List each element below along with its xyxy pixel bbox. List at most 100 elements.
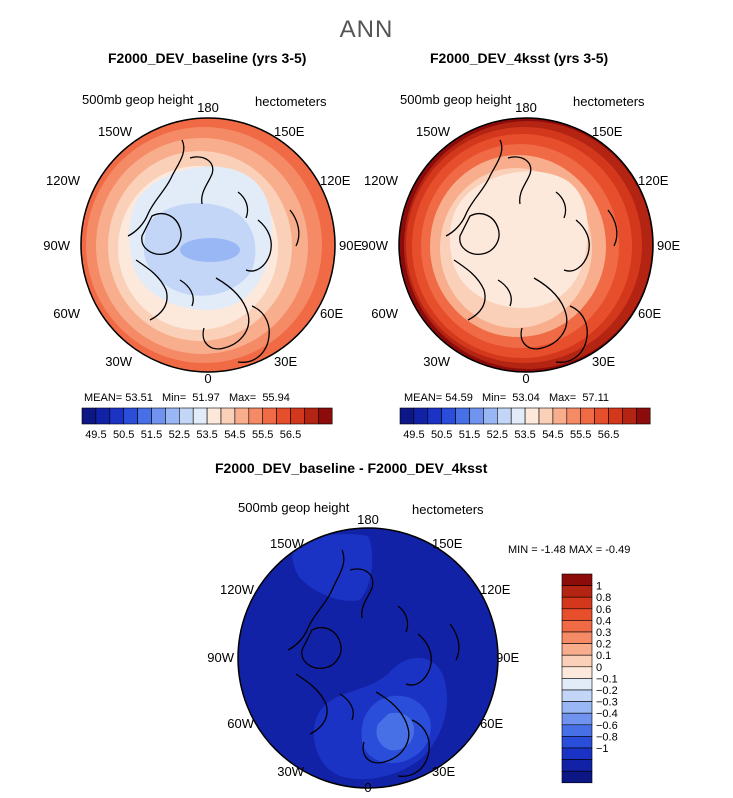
- lon-label-90w: 90W: [207, 650, 234, 665]
- colorbar-cell: [318, 407, 333, 425]
- panel1-colorbar: 49.5 50.5 51.5 52.5 53.5 54.5 55.5 56.5: [81, 407, 333, 440]
- colorbar-cell: [561, 585, 593, 598]
- tick: 1: [596, 581, 602, 593]
- tick: −0.4: [596, 708, 618, 720]
- lon-label-60e: 60E: [480, 716, 503, 731]
- tick: 51.5: [141, 429, 162, 440]
- colorbar-cell: [109, 407, 124, 425]
- diff-stats: MIN = -1.48 MAX = -0.49: [508, 544, 631, 556]
- panel2-colorbar-ticks: 49.5 50.5 51.5 52.5 53.5 54.5 55.5 56.5: [403, 429, 619, 440]
- diff-units-label: hectometers: [412, 502, 484, 517]
- tick: 52.5: [169, 429, 190, 440]
- diff-coastlines: [287, 549, 460, 777]
- panel1-map-border: [80, 117, 336, 373]
- lon-label-90e: 90E: [657, 238, 680, 253]
- lon-label-60e: 60E: [638, 306, 661, 321]
- panel2-coastlines: [445, 139, 618, 363]
- tick: −0.6: [596, 720, 618, 732]
- tick: −0.8: [596, 731, 618, 743]
- lon-label-120w: 120W: [46, 173, 81, 188]
- diff-contour-fill: [238, 528, 498, 788]
- colorbar-cell: [262, 407, 277, 425]
- lon-label-150e: 150E: [592, 124, 623, 139]
- colorbar-cell: [179, 407, 194, 425]
- tick: 49.5: [85, 429, 106, 440]
- colorbar-cell: [561, 643, 593, 656]
- panel2-stats: MEAN= 54.59 Min= 53.04 Max= 57.11: [404, 392, 610, 404]
- colorbar-cell: [561, 724, 593, 737]
- lon-label-60w: 60W: [53, 306, 80, 321]
- colorbar-cell: [561, 759, 593, 772]
- panel2-colorbar-cells: [399, 407, 651, 425]
- colorbar-cell: [510, 407, 526, 425]
- figure-title: ANN: [339, 16, 394, 43]
- panel2-contour-fill: [399, 118, 653, 372]
- lon-label-150e: 150E: [432, 536, 463, 551]
- diff-colorbar: 1 0.8 0.6 0.4 0.3 0.2 0.1 0 −0.1 −0.2 −0…: [561, 573, 618, 784]
- panel1-variable-label: 500mb geop height: [82, 92, 194, 107]
- tick: 50.5: [431, 429, 452, 440]
- diff-variable-label: 500mb geop height: [238, 500, 350, 515]
- lon-label-30e: 30E: [592, 354, 615, 369]
- lon-label-0: 0: [364, 780, 371, 795]
- tick: 55.5: [570, 429, 591, 440]
- colorbar-cell: [95, 407, 111, 425]
- tick: 0.1: [596, 650, 611, 662]
- colorbar-cell: [561, 608, 593, 621]
- tick: 56.5: [598, 429, 619, 440]
- tick: 0: [596, 662, 602, 674]
- lon-label-60w: 60W: [227, 716, 254, 731]
- lon-label-180: 180: [357, 514, 379, 527]
- lon-label-90e: 90E: [496, 650, 519, 665]
- diff-colorbar-cells: [561, 573, 593, 784]
- lon-label-120e: 120E: [320, 173, 351, 188]
- tick: 0.3: [596, 627, 611, 639]
- panel1-polar-map: 180 150W 150E 120W 120E 90W 90E 60W 60E …: [43, 100, 362, 386]
- colorbar-cell: [455, 407, 470, 425]
- tick: 52.5: [487, 429, 508, 440]
- colorbar-cell: [276, 407, 291, 425]
- tick: 54.5: [224, 429, 245, 440]
- diff-colorbar-ticks: 1 0.8 0.6 0.4 0.3 0.2 0.1 0 −0.1 −0.2 −0…: [596, 581, 618, 755]
- tick: 51.5: [459, 429, 480, 440]
- panel1-units-label: hectometers: [255, 94, 327, 109]
- colorbar-cell: [561, 701, 593, 714]
- colorbar-cell: [497, 407, 512, 425]
- lon-label-30w: 30W: [423, 354, 450, 369]
- colorbar-cell: [192, 407, 208, 425]
- tick: −1: [596, 743, 609, 755]
- lon-label-120w: 120W: [220, 582, 255, 597]
- colorbar-cell: [622, 407, 637, 425]
- diff-longitude-labels: 180 150W 150E 120W 120E 90W 90E 60W 60E …: [207, 514, 519, 795]
- colorbar-cell: [561, 666, 593, 679]
- tick: 53.5: [196, 429, 217, 440]
- colorbar-cell: [538, 407, 554, 425]
- lon-label-150w: 150W: [98, 124, 133, 139]
- tick: 0.6: [596, 604, 611, 616]
- colorbar-cell: [427, 407, 442, 425]
- panel2-longitude-labels: 180 150W 150E 120W 120E 90W 90E 60W 60E …: [361, 100, 680, 386]
- tick: 54.5: [542, 429, 563, 440]
- lon-label-90e: 90E: [339, 238, 362, 253]
- diff-polar-map: 180 150W 150E 120W 120E 90W 90E 60W 60E …: [207, 514, 519, 795]
- colorbar-cell: [220, 407, 236, 425]
- panel2-map-border: [398, 117, 654, 373]
- lon-label-120e: 120E: [638, 173, 669, 188]
- lon-label-120e: 120E: [480, 582, 511, 597]
- panel1-max: 55.94: [262, 392, 290, 404]
- colorbar-cell: [469, 407, 484, 425]
- colorbar-cell: [165, 407, 180, 425]
- panel1-longitude-labels: 180 150W 150E 120W 120E 90W 90E 60W 60E …: [43, 100, 362, 386]
- panel2-min: 53.04: [512, 392, 540, 404]
- panel2-colorbar: 49.5 50.5 51.5 52.5 53.5 54.5 55.5 56.5: [399, 407, 651, 440]
- lon-label-0: 0: [522, 371, 529, 386]
- diff-max: -0.49: [605, 544, 631, 556]
- tick: 55.5: [252, 429, 273, 440]
- panel1-min: 51.97: [192, 392, 220, 404]
- diff-panel-title: F2000_DEV_baseline - F2000_DEV_4ksst: [215, 460, 488, 476]
- panel2-title: F2000_DEV_4ksst (yrs 3-5): [430, 50, 609, 66]
- panel1-colorbar-cells: [81, 407, 333, 425]
- tick: 56.5: [280, 429, 301, 440]
- lon-label-0: 0: [204, 371, 211, 386]
- lon-label-90w: 90W: [43, 238, 70, 253]
